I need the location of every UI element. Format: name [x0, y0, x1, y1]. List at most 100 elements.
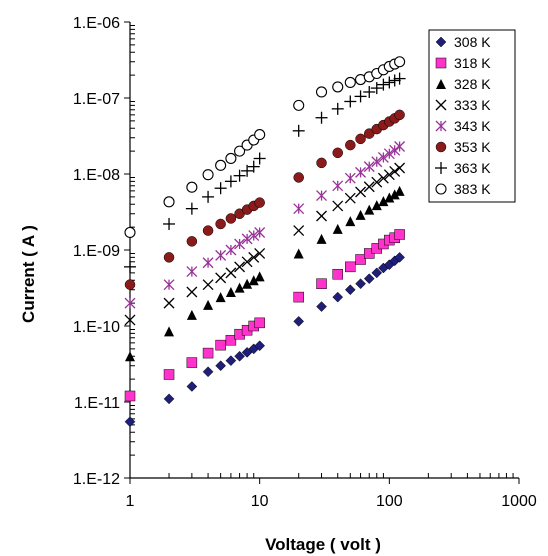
data-point	[293, 99, 305, 111]
data-point	[355, 254, 366, 265]
legend-label: 308 K	[454, 34, 491, 50]
data-point	[355, 186, 367, 198]
data-point	[163, 279, 175, 291]
legend-label: 343 K	[454, 118, 491, 134]
legend-label: 318 K	[454, 55, 491, 71]
legend-marker	[435, 141, 447, 153]
data-point	[186, 381, 198, 392]
data-point	[394, 252, 405, 263]
y-axis-tick-labels: 1.E-12 1.E-11 1.E-10 1.E-09 1.E-08 1.E-07 1.E-…	[73, 15, 120, 488]
data-point	[371, 200, 382, 211]
legend-marker	[436, 79, 446, 89]
data-point	[234, 238, 246, 250]
data-point	[394, 185, 405, 196]
data-point	[186, 309, 197, 320]
data-point	[163, 217, 176, 230]
data-point	[332, 147, 343, 159]
data-point	[315, 86, 328, 98]
data-point	[315, 111, 328, 124]
data-point	[355, 209, 366, 220]
data-point	[241, 256, 253, 268]
y-tick-label: 1.E-11	[74, 395, 120, 412]
data-point	[215, 249, 227, 261]
data-point	[394, 109, 405, 121]
data-point	[215, 292, 226, 303]
data-point	[225, 213, 237, 224]
data-point	[371, 176, 383, 188]
legend-label: 353 K	[454, 139, 491, 155]
data-point	[225, 334, 237, 346]
x-tick-label: 10	[251, 493, 269, 510]
data-point	[186, 266, 198, 278]
data-point	[225, 287, 236, 298]
data-point	[247, 160, 260, 173]
series-333-k	[124, 162, 406, 326]
data-point	[344, 192, 356, 204]
y-tick-label: 1.E-07	[73, 91, 120, 108]
data-point	[163, 196, 175, 208]
data-point	[234, 145, 246, 157]
data-point	[215, 360, 226, 372]
data-point	[203, 299, 214, 310]
legend-marker	[435, 36, 447, 48]
data-point	[215, 339, 226, 351]
y-axis-title: Current ( A )	[19, 225, 38, 323]
data-point	[371, 156, 383, 168]
data-point	[163, 252, 175, 263]
data-point	[316, 278, 327, 289]
y-tick-label: 1.E-08	[73, 167, 120, 184]
data-point	[332, 180, 344, 192]
y-tick-label: 1.E-09	[73, 243, 120, 260]
series-363-k	[124, 72, 406, 273]
data-point	[293, 225, 305, 237]
legend-label: 363 K	[454, 160, 491, 176]
data-point	[254, 227, 266, 238]
data-point	[215, 218, 226, 230]
legend-marker	[435, 120, 447, 132]
data-point	[254, 197, 265, 208]
data-point	[225, 355, 237, 367]
series-328-k	[125, 185, 405, 362]
data-point	[332, 223, 343, 234]
data-point	[394, 229, 405, 240]
x-tick-label: 100	[376, 493, 403, 510]
data-point	[248, 251, 260, 263]
legend-marker	[435, 99, 447, 111]
data-point	[234, 282, 245, 293]
data-point	[355, 133, 366, 145]
data-point	[241, 233, 253, 245]
data-point	[316, 301, 327, 312]
x-axis-tick-labels: 1 10 100 1000	[126, 493, 537, 510]
data-point	[241, 164, 254, 177]
data-point	[344, 284, 356, 296]
series-318-k	[124, 229, 405, 402]
data-point	[242, 278, 253, 289]
data-point	[202, 347, 214, 359]
data-point	[384, 192, 395, 203]
x-tick-label: 1000	[501, 493, 537, 510]
data-point	[215, 272, 227, 284]
data-point	[254, 248, 266, 259]
data-point	[378, 196, 389, 207]
data-point	[394, 56, 406, 68]
data-point	[377, 172, 389, 184]
data-point	[383, 148, 395, 160]
data-point	[164, 326, 175, 337]
data-point	[124, 279, 136, 290]
data-point	[332, 291, 344, 303]
data-point	[355, 278, 366, 290]
data-point	[225, 152, 237, 165]
data-point	[186, 357, 198, 368]
data-point	[234, 350, 245, 362]
series-383-k	[124, 56, 406, 239]
y-axis-ticks	[124, 21, 135, 479]
data-markers	[124, 56, 406, 428]
data-point	[293, 316, 305, 327]
data-point	[202, 279, 214, 291]
data-point	[370, 82, 383, 95]
data-point	[389, 189, 400, 200]
data-point	[293, 203, 305, 215]
data-point	[124, 297, 136, 309]
data-point	[124, 390, 136, 402]
